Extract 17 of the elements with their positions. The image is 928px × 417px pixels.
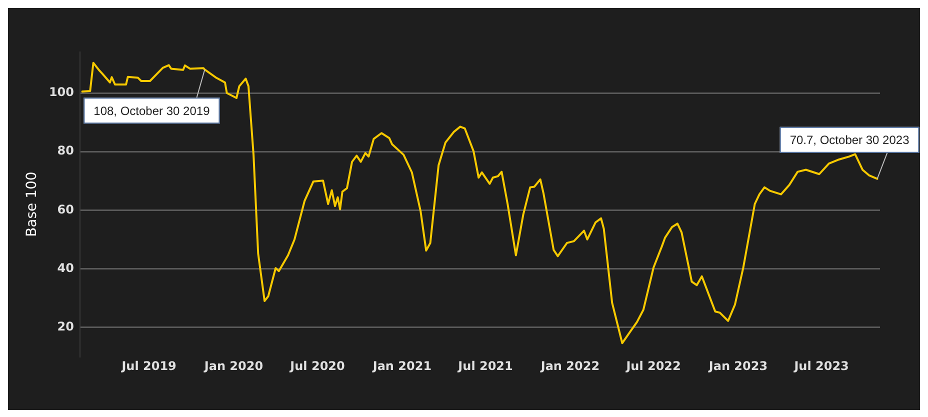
y-axis-title: Base 100 bbox=[24, 172, 40, 237]
annotation: 108, October 30 2019 bbox=[94, 104, 210, 118]
x-tick-label: Jul 2020 bbox=[289, 358, 345, 373]
x-tick-label: Jan 2020 bbox=[203, 358, 264, 373]
y-tick-label: 20 bbox=[57, 319, 74, 334]
annotation: 70.7, October 30 2023 bbox=[790, 133, 910, 148]
x-tick-label: Jul 2019 bbox=[120, 358, 176, 373]
x-tick-label: Jan 2023 bbox=[708, 358, 768, 373]
x-tick-label: Jan 2022 bbox=[540, 358, 600, 373]
y-tick-label: 40 bbox=[57, 260, 74, 275]
x-tick-label: Jul 2022 bbox=[625, 358, 681, 373]
y-tick-label: 80 bbox=[57, 144, 74, 158]
x-tick-label: Jul 2023 bbox=[793, 358, 849, 373]
x-tick-label: Jul 2021 bbox=[457, 358, 513, 373]
y-tick-label: 60 bbox=[57, 202, 74, 216]
x-tick-label: Jan 2021 bbox=[372, 358, 432, 373]
y-tick-label: 100 bbox=[48, 85, 74, 100]
